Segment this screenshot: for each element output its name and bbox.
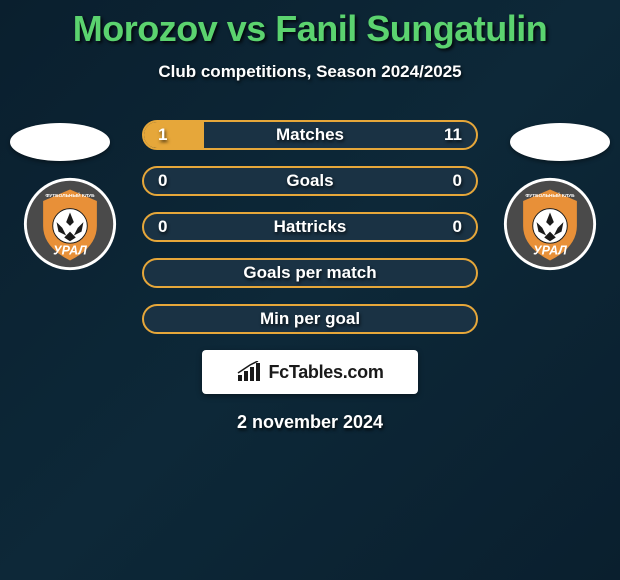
- comparison-area: ФУТБОЛЬНЫЙ КЛУБ УРАЛ ФУТБОЛЬНЫЙ КЛУБ УРА…: [0, 120, 620, 433]
- stat-bar: 00Hattricks: [142, 212, 478, 242]
- branding-badge: FcTables.com: [202, 350, 418, 394]
- stat-label: Min per goal: [144, 306, 476, 332]
- date-text: 2 november 2024: [0, 412, 620, 433]
- stat-bar: Min per goal: [142, 304, 478, 334]
- stat-bar: 111Matches: [142, 120, 478, 150]
- chart-icon: [236, 361, 264, 383]
- stat-label: Hattricks: [144, 214, 476, 240]
- stat-label: Matches: [144, 122, 476, 148]
- svg-text:УРАЛ: УРАЛ: [533, 244, 567, 258]
- stat-label: Goals per match: [144, 260, 476, 286]
- left-player-oval: [10, 123, 110, 161]
- branding-text: FcTables.com: [268, 362, 383, 383]
- svg-text:УРАЛ: УРАЛ: [53, 244, 87, 258]
- left-club-logo: ФУТБОЛЬНЫЙ КЛУБ УРАЛ: [22, 176, 118, 272]
- stat-bar: 00Goals: [142, 166, 478, 196]
- stat-label: Goals: [144, 168, 476, 194]
- right-club-logo: ФУТБОЛЬНЫЙ КЛУБ УРАЛ: [502, 176, 598, 272]
- page-title: Morozov vs Fanil Sungatulin: [0, 0, 620, 50]
- right-player-oval: [510, 123, 610, 161]
- stat-bar: Goals per match: [142, 258, 478, 288]
- stat-bars: 111Matches 00Goals 00Hattricks Goals per ma…: [142, 120, 478, 334]
- subtitle: Club competitions, Season 2024/2025: [0, 62, 620, 82]
